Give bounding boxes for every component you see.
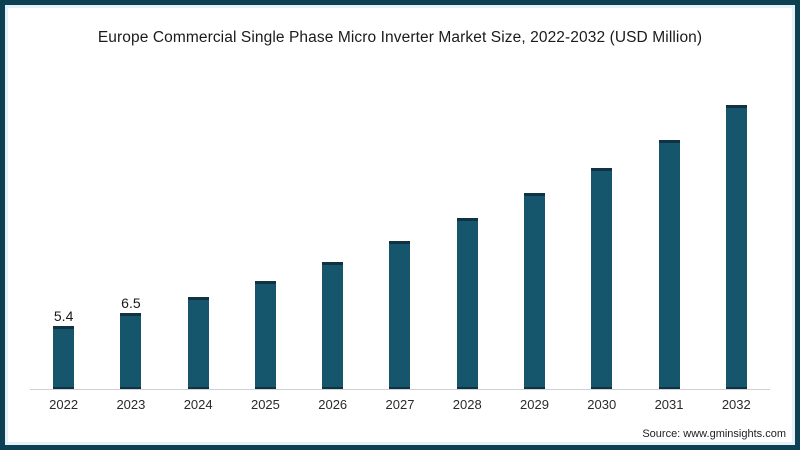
source-attribution: Source: www.gminsights.com xyxy=(642,428,786,440)
bar-2029 xyxy=(523,193,545,389)
x-tick-label-2029: 2029 xyxy=(520,397,549,412)
x-tick-label-2024: 2024 xyxy=(183,397,213,412)
bar-2028 xyxy=(456,218,478,389)
bar-2032 xyxy=(725,105,747,389)
x-tick-label-2030: 2030 xyxy=(587,397,617,412)
bar-column-2028 xyxy=(434,86,501,389)
chart-inner-area: Europe Commercial Single Phase Micro Inv… xyxy=(5,5,795,445)
bar-column-2026 xyxy=(299,86,366,389)
bar-column-2025 xyxy=(232,86,299,389)
bar-2031 xyxy=(658,140,680,389)
x-tick-label-2027: 2027 xyxy=(385,397,415,412)
bar-column-2031 xyxy=(635,86,702,389)
x-tick-label-2031: 2031 xyxy=(654,397,684,412)
x-tick-label-2028: 2028 xyxy=(452,397,482,412)
bar-column-2027 xyxy=(366,86,433,389)
bar-2023 xyxy=(120,313,142,389)
bar-2027 xyxy=(389,241,411,389)
bar-value-label: 6.5 xyxy=(121,295,141,311)
bar-column-2023: 6.5 xyxy=(97,86,164,389)
bar-column-2022: 5.4 xyxy=(30,86,97,389)
bar-2024 xyxy=(187,297,209,389)
bar-column-2024 xyxy=(165,86,232,389)
x-tick-label-2022: 2022 xyxy=(49,397,79,412)
bar-value-label: 5.4 xyxy=(53,308,74,324)
chart-title: Europe Commercial Single Phase Micro Inv… xyxy=(97,29,703,46)
plot-area: 5.4 6.5 xyxy=(30,86,770,390)
bar-2030 xyxy=(591,168,613,389)
x-tick-label-2032: 2032 xyxy=(721,397,751,412)
bar-2026 xyxy=(322,262,344,389)
bar-2022 xyxy=(53,326,75,389)
bar-column-2032 xyxy=(703,86,770,389)
x-tick-label-2026: 2026 xyxy=(318,397,348,412)
bar-2025 xyxy=(254,281,276,389)
bar-column-2030 xyxy=(568,86,635,389)
x-axis: 2022 2023 2024 2025 2026 2027 2028 2029 2030 2031… xyxy=(30,397,770,412)
x-tick-label-2023: 2023 xyxy=(116,397,146,412)
x-tick-label-2025: 2025 xyxy=(250,397,280,412)
bar-column-2029 xyxy=(501,86,568,389)
